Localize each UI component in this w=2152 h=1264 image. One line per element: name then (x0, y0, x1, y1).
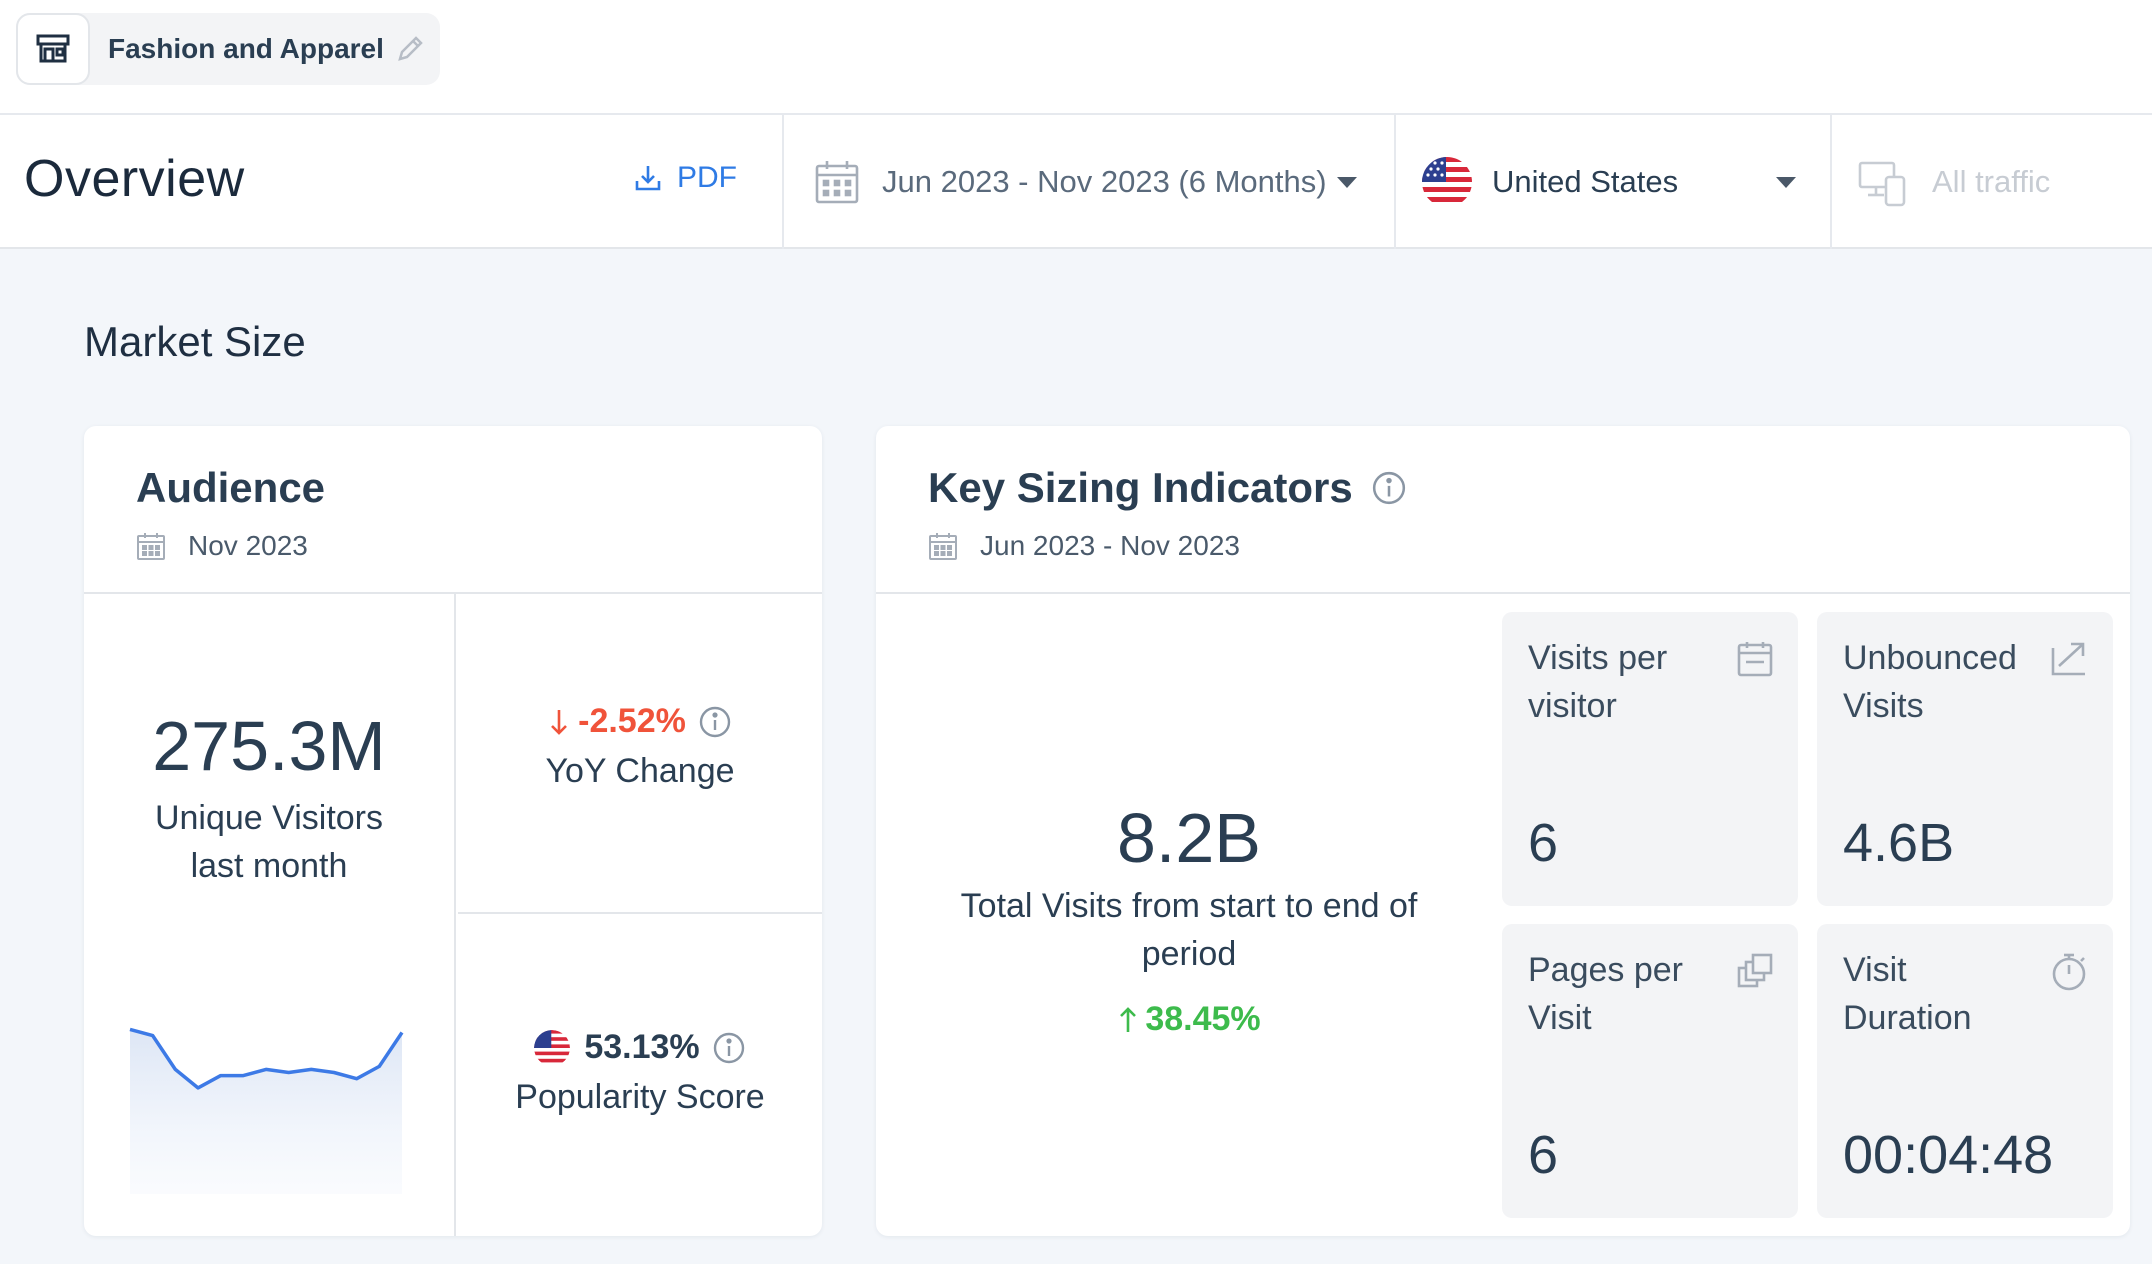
total-visits-label: Total Visits from start to end of (960, 887, 1418, 925)
tile-value: 6 (1528, 813, 1559, 873)
traffic-dropdown[interactable]: All traffic (1858, 157, 2050, 207)
yoy-change-label: YoY Change (545, 752, 735, 790)
tile-label: Unbounced Visits (1843, 634, 2033, 730)
arrow-down-icon (551, 709, 568, 735)
tile-value: 6 (1528, 1125, 1559, 1185)
total-visits-growth: 38.45% (876, 1000, 1502, 1039)
shop-icon (16, 13, 90, 85)
tile-label: Pages per Visit (1528, 946, 1718, 1042)
pages-icon (1737, 953, 1773, 988)
us-flag-icon (534, 1029, 571, 1066)
unique-visitors-label-2: last month (190, 847, 348, 885)
info-icon[interactable] (712, 1031, 746, 1065)
total-visits-label-2: period (1141, 935, 1237, 973)
tile-label: Visits per visitor (1528, 634, 1718, 730)
unbounced-visits-tile: Unbounced Visits 4.6B (1817, 612, 2113, 906)
tile-label-line: Pages per (1528, 951, 1683, 989)
calendar-icon (1737, 642, 1773, 677)
traffic-label: All traffic (1932, 164, 2051, 199)
trend-up-icon (2051, 642, 2085, 676)
header-divider (782, 115, 784, 249)
stopwatch-icon (2052, 953, 2086, 991)
popularity-score-value: 53.13% (584, 1028, 700, 1066)
popularity-score-label: Popularity Score (515, 1078, 765, 1116)
calendar-icon (137, 533, 165, 560)
chevron-down-icon[interactable] (1776, 177, 1796, 188)
sparkline-line (129, 1027, 404, 1090)
total-visits-value: 8.2B (1117, 799, 1261, 877)
calendar-icon (815, 161, 859, 204)
header-divider (1394, 115, 1396, 249)
category-chip[interactable]: Fashion and Apparel (16, 13, 440, 85)
ksi-period: Jun 2023 - Nov 2023 (928, 530, 1240, 562)
download-icon (635, 166, 661, 191)
tile-label-line: Visits (1843, 687, 1924, 725)
ksi-title: Key Sizing Indicators (928, 464, 1353, 511)
pencil-icon[interactable] (394, 33, 426, 69)
tile-label-line: Visits per (1528, 639, 1668, 677)
chevron-down-icon (1336, 176, 1357, 188)
page-title: Overview (24, 150, 245, 208)
pages-per-visit-tile: Pages per Visit 6 (1502, 924, 1798, 1218)
pdf-label: PDF (677, 161, 737, 194)
tile-value: 4.6B (1843, 813, 1955, 873)
tile-label-line: visitor (1528, 687, 1617, 725)
date-range-label: Jun 2023 - Nov 2023 (6 Months) (882, 164, 1327, 199)
header-bar: Overview PDF Jun 2023 - Nov 2023 (6 Mont… (0, 115, 2152, 249)
tile-label: Visit Duration (1843, 946, 2033, 1042)
visit-duration-tile: Visit Duration 00:04:48 (1817, 924, 2113, 1218)
visits-per-visitor-tile: Visits per visitor 6 (1502, 612, 1798, 906)
unique-visitors-panel: 275.3M Unique Visitors last month (84, 594, 456, 1236)
yoy-change-panel: -2.52% YoY Change (458, 594, 822, 914)
unique-visitors-label: Unique Visitors (154, 799, 384, 837)
pdf-download-button[interactable]: PDF (633, 161, 737, 195)
info-icon[interactable] (1371, 470, 1407, 506)
ksi-period-label: Jun 2023 - Nov 2023 (980, 530, 1240, 561)
us-flag-icon (1422, 157, 1472, 207)
audience-card-header: Audience Nov 2023 (84, 426, 822, 594)
top-bar: Fashion and Apparel (0, 0, 2152, 115)
audience-card: Audience Nov 2023 275.3M Unique Visitors… (84, 426, 822, 1236)
date-range-dropdown[interactable]: Jun 2023 - Nov 2023 (6 Months) (814, 159, 1357, 205)
country-label: United States (1492, 164, 1679, 199)
audience-title: Audience (136, 464, 326, 511)
header-divider (1830, 115, 1832, 249)
unique-visitors-value: 275.3M (152, 707, 386, 785)
total-visits-panel: 8.2B Total Visits from start to end of p… (876, 594, 1502, 1236)
tile-label-line: Duration (1843, 999, 1972, 1037)
key-sizing-indicators-card: Key Sizing Indicators Jun 2023 - Nov 202… (876, 426, 2130, 1236)
sparkline-area (130, 1029, 402, 1194)
tile-label-line: Visit (1843, 951, 1907, 989)
visitors-sparkline (129, 1027, 404, 1194)
calendar-icon (929, 533, 957, 560)
popularity-score-panel: 53.13% Popularity Score (458, 916, 822, 1236)
devices-icon (1858, 161, 1906, 207)
tile-label-line: Unbounced (1843, 639, 2017, 677)
arrow-up-icon (1120, 1006, 1137, 1032)
ksi-card-header: Key Sizing Indicators Jun 2023 - Nov 202… (876, 426, 2130, 594)
growth-value: 38.45% (1145, 1000, 1261, 1038)
info-icon[interactable] (698, 705, 732, 739)
audience-period-label: Nov 2023 (188, 530, 308, 561)
yoy-change-value: -2.52% (578, 702, 686, 740)
tile-value: 00:04:48 (1843, 1125, 2054, 1185)
tile-label-line: Visit (1528, 999, 1592, 1037)
section-title: Market Size (84, 318, 306, 365)
audience-period: Nov 2023 (136, 530, 308, 562)
category-title: Fashion and Apparel (108, 33, 384, 64)
ksi-title-row: Key Sizing Indicators (928, 464, 1407, 512)
country-dropdown[interactable]: United States (1422, 157, 1678, 207)
